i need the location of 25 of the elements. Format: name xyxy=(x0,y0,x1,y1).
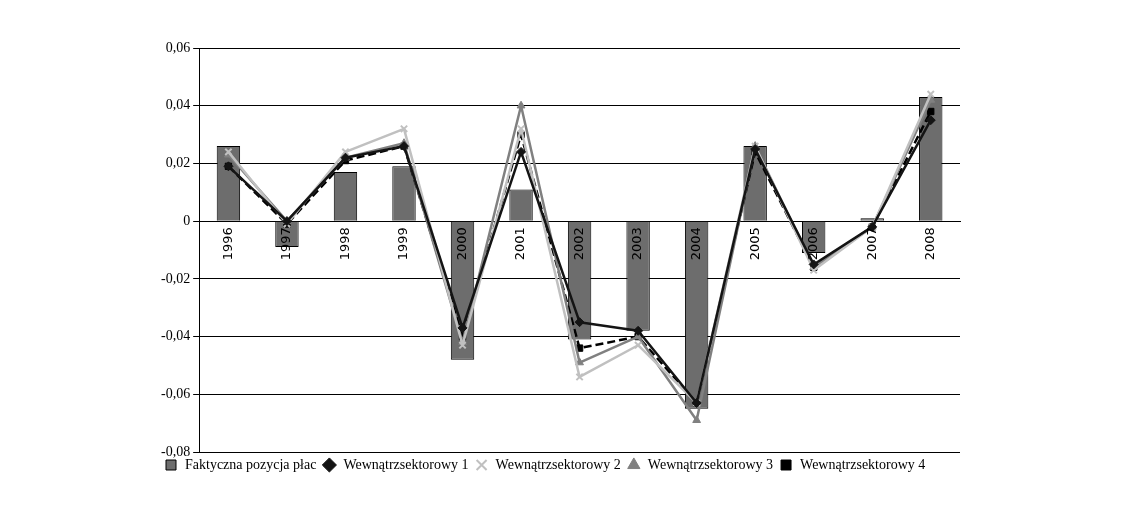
y-tick-label: -0,04 xyxy=(160,328,191,344)
y-tick-label: -0,02 xyxy=(160,270,191,286)
legend-label: Wewnątrzsektorowy 2 xyxy=(495,456,621,472)
legend-label: Wewnątrzsektorowy 4 xyxy=(800,456,926,472)
y-tick-label: -0,06 xyxy=(160,385,191,401)
x-tick-label: 1997 xyxy=(278,227,294,261)
y-tick-label: 0,02 xyxy=(165,155,191,171)
x-tick-label: 1998 xyxy=(336,227,352,261)
x-tick-label: 2008 xyxy=(922,227,938,261)
x-tick-label: 1999 xyxy=(395,227,411,261)
x-tick-label: 2003 xyxy=(629,227,645,261)
x-tick-label: 2005 xyxy=(746,227,762,261)
legend-label: Wewnątrzsektorowy 3 xyxy=(647,456,774,472)
y-tick-label: 0 xyxy=(183,212,191,228)
x-tick-label: 2002 xyxy=(570,227,586,261)
legend-label: Faktyczna pozycja płac xyxy=(185,456,317,472)
x-tick-label: 2000 xyxy=(453,227,469,261)
y-tick-label: -0,08 xyxy=(160,443,191,459)
x-tick-label: 1996 xyxy=(219,227,235,261)
x-tick-label: 2004 xyxy=(688,227,704,261)
y-tick-label: 0,06 xyxy=(165,39,191,55)
x-tick-label: 2007 xyxy=(863,227,879,261)
legend-label: Wewnątrzsektorowy 1 xyxy=(343,456,469,472)
x-tick-label: 2001 xyxy=(512,227,528,261)
y-tick-label: 0,04 xyxy=(165,97,191,113)
